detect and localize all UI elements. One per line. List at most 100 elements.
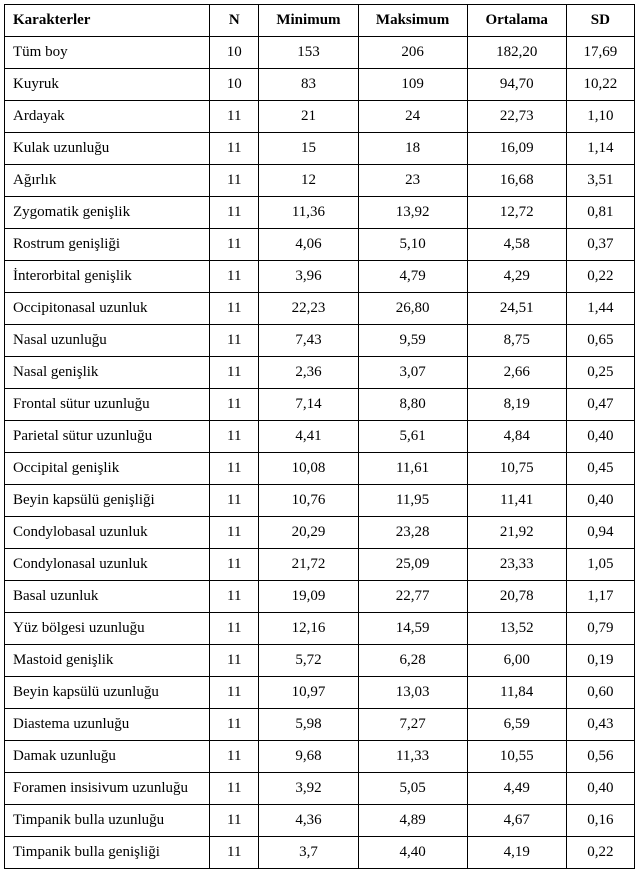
table-row: Damak uzunluğu119,6811,3310,550,56 — [5, 741, 635, 773]
cell-minimum: 20,29 — [259, 517, 358, 549]
cell-karakterler: Damak uzunluğu — [5, 741, 210, 773]
cell-sd: 3,51 — [566, 165, 634, 197]
cell-karakterler: Condylobasal uzunluk — [5, 517, 210, 549]
cell-karakterler: Mastoid genişlik — [5, 645, 210, 677]
cell-n: 11 — [210, 837, 259, 869]
cell-ortalama: 4,49 — [467, 773, 566, 805]
cell-maksimum: 4,40 — [358, 837, 467, 869]
cell-maksimum: 8,80 — [358, 389, 467, 421]
cell-sd: 0,43 — [566, 709, 634, 741]
cell-sd: 0,22 — [566, 837, 634, 869]
cell-sd: 0,56 — [566, 741, 634, 773]
cell-minimum: 83 — [259, 69, 358, 101]
table-row: Condylobasal uzunluk1120,2923,2821,920,9… — [5, 517, 635, 549]
cell-minimum: 3,92 — [259, 773, 358, 805]
header-sd: SD — [566, 5, 634, 37]
cell-minimum: 12 — [259, 165, 358, 197]
cell-n: 11 — [210, 613, 259, 645]
cell-ortalama: 94,70 — [467, 69, 566, 101]
table-row: Beyin kapsülü genişliği1110,7611,9511,41… — [5, 485, 635, 517]
cell-ortalama: 4,67 — [467, 805, 566, 837]
table-row: Nasal uzunluğu117,439,598,750,65 — [5, 325, 635, 357]
table-row: Occipitonasal uzunluk1122,2326,8024,511,… — [5, 293, 635, 325]
cell-n: 11 — [210, 197, 259, 229]
cell-karakterler: Parietal sütur uzunluğu — [5, 421, 210, 453]
header-n: N — [210, 5, 259, 37]
cell-minimum: 21,72 — [259, 549, 358, 581]
cell-sd: 0,45 — [566, 453, 634, 485]
cell-ortalama: 4,29 — [467, 261, 566, 293]
cell-ortalama: 11,84 — [467, 677, 566, 709]
cell-ortalama: 20,78 — [467, 581, 566, 613]
cell-minimum: 153 — [259, 37, 358, 69]
cell-sd: 0,19 — [566, 645, 634, 677]
cell-maksimum: 23,28 — [358, 517, 467, 549]
cell-karakterler: Frontal sütur uzunluğu — [5, 389, 210, 421]
cell-sd: 0,25 — [566, 357, 634, 389]
cell-karakterler: Rostrum genişliği — [5, 229, 210, 261]
cell-n: 11 — [210, 293, 259, 325]
cell-ortalama: 13,52 — [467, 613, 566, 645]
cell-karakterler: Beyin kapsülü uzunluğu — [5, 677, 210, 709]
cell-n: 10 — [210, 37, 259, 69]
cell-n: 11 — [210, 645, 259, 677]
cell-maksimum: 23 — [358, 165, 467, 197]
cell-ortalama: 182,20 — [467, 37, 566, 69]
table-row: İnterorbital genişlik113,964,794,290,22 — [5, 261, 635, 293]
cell-sd: 0,22 — [566, 261, 634, 293]
cell-sd: 1,17 — [566, 581, 634, 613]
cell-minimum: 10,97 — [259, 677, 358, 709]
cell-n: 11 — [210, 549, 259, 581]
cell-minimum: 3,96 — [259, 261, 358, 293]
cell-sd: 17,69 — [566, 37, 634, 69]
cell-minimum: 9,68 — [259, 741, 358, 773]
cell-sd: 1,14 — [566, 133, 634, 165]
cell-minimum: 22,23 — [259, 293, 358, 325]
table-row: Timpanik bulla uzunluğu114,364,894,670,1… — [5, 805, 635, 837]
cell-minimum: 4,41 — [259, 421, 358, 453]
header-row: Karakterler N Minimum Maksimum Ortalama … — [5, 5, 635, 37]
table-row: Frontal sütur uzunluğu117,148,808,190,47 — [5, 389, 635, 421]
table-header: Karakterler N Minimum Maksimum Ortalama … — [5, 5, 635, 37]
cell-maksimum: 25,09 — [358, 549, 467, 581]
cell-n: 11 — [210, 389, 259, 421]
cell-ortalama: 12,72 — [467, 197, 566, 229]
cell-minimum: 21 — [259, 101, 358, 133]
cell-n: 11 — [210, 325, 259, 357]
cell-karakterler: Beyin kapsülü genişliği — [5, 485, 210, 517]
table-row: Kuyruk108310994,7010,22 — [5, 69, 635, 101]
cell-maksimum: 6,28 — [358, 645, 467, 677]
table-body: Tüm boy10153206182,2017,69Kuyruk10831099… — [5, 37, 635, 869]
cell-n: 11 — [210, 709, 259, 741]
cell-maksimum: 22,77 — [358, 581, 467, 613]
cell-n: 11 — [210, 165, 259, 197]
cell-karakterler: Nasal uzunluğu — [5, 325, 210, 357]
cell-sd: 0,65 — [566, 325, 634, 357]
cell-maksimum: 13,92 — [358, 197, 467, 229]
cell-ortalama: 4,58 — [467, 229, 566, 261]
cell-n: 11 — [210, 485, 259, 517]
table-row: Tüm boy10153206182,2017,69 — [5, 37, 635, 69]
cell-sd: 1,44 — [566, 293, 634, 325]
cell-maksimum: 11,95 — [358, 485, 467, 517]
cell-karakterler: Timpanik bulla genişliği — [5, 837, 210, 869]
cell-minimum: 5,72 — [259, 645, 358, 677]
cell-sd: 0,79 — [566, 613, 634, 645]
cell-maksimum: 109 — [358, 69, 467, 101]
table-row: Ağırlık11122316,683,51 — [5, 165, 635, 197]
cell-n: 10 — [210, 69, 259, 101]
cell-n: 11 — [210, 773, 259, 805]
cell-karakterler: Foramen insisivum uzunluğu — [5, 773, 210, 805]
cell-sd: 0,37 — [566, 229, 634, 261]
table-row: Foramen insisivum uzunluğu113,925,054,49… — [5, 773, 635, 805]
cell-n: 11 — [210, 357, 259, 389]
cell-maksimum: 5,10 — [358, 229, 467, 261]
cell-ortalama: 8,19 — [467, 389, 566, 421]
cell-n: 11 — [210, 133, 259, 165]
cell-karakterler: Ağırlık — [5, 165, 210, 197]
cell-minimum: 7,43 — [259, 325, 358, 357]
table-row: Diastema uzunluğu115,987,276,590,43 — [5, 709, 635, 741]
cell-minimum: 4,36 — [259, 805, 358, 837]
cell-minimum: 12,16 — [259, 613, 358, 645]
table-row: Yüz bölgesi uzunluğu1112,1614,5913,520,7… — [5, 613, 635, 645]
